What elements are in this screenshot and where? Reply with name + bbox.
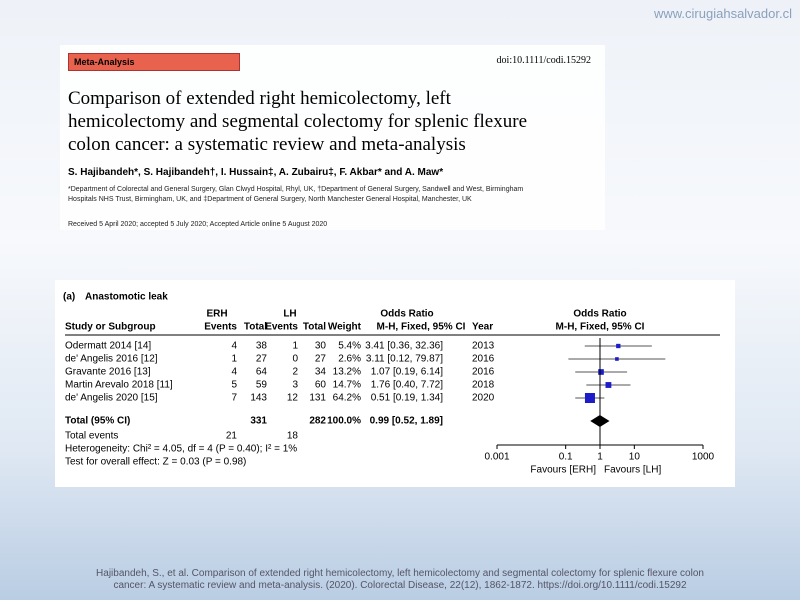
cell: de' Angelis 2020 [15] [65,393,158,404]
cell: 100.0% [327,416,361,427]
paper: Meta-Analysis doi:10.1111/codi.15292 Com… [60,45,605,230]
cell: Gravante 2016 [13] [65,367,151,378]
section-label: Meta-Analysis [68,53,240,71]
or-square [615,357,619,361]
cell: Total [244,322,267,333]
cell: 1.76 [0.40, 7.72] [371,380,444,391]
cell: Heterogeneity: Chi² = 4.05, df = 4 (P = … [65,444,297,455]
doi: doi:10.1111/codi.15292 [496,55,591,66]
cell: 0 [292,354,298,365]
cell: Events [204,322,237,333]
citation: Hajibandeh, S., et al. Comparison of ext… [0,568,800,592]
cell: 131 [309,393,326,404]
cell: Total [303,322,326,333]
cell: 0.51 [0.19, 1.34] [371,393,444,404]
cell: Study or Subgroup [65,322,156,333]
cell: Events [265,322,298,333]
cell: 59 [256,380,268,391]
cell: Odermatt 2014 [14] [65,341,151,352]
cell: Total (95% CI) [65,416,130,427]
or-square [584,392,595,404]
cell: Favours [ERH] [530,465,596,476]
title: Comparison of extended right hemicolecto… [68,87,527,156]
cell: 331 [250,416,267,427]
cell: 5.4% [338,341,361,352]
cell: 0.001 [484,452,509,463]
cell: 13.2% [333,367,361,378]
cell: Martin Arevalo 2018 [11] [65,380,173,391]
cell: 5 [231,380,237,391]
cell: 21 [226,431,238,442]
title-line: hemicolectomy and segmental colectomy fo… [68,111,527,132]
cell: Weight [328,322,362,333]
received: Received 5 April 2020; accepted 5 July 2… [68,221,328,228]
cell: Anastomotic leak [85,292,168,303]
cell: 38 [256,341,268,352]
cell: Test for overall effect: Z = 0.03 (P = 0… [65,457,246,468]
cell: 60 [315,380,327,391]
cell: 2013 [472,341,495,352]
cell: 0.99 [0.52, 1.89] [370,416,443,427]
cell: 2.6% [338,354,361,365]
cell: LH [283,309,296,320]
cell: 3 [292,380,298,391]
citation-line: cancer: A systematic review and meta-ana… [113,580,687,591]
cell: Odds Ratio [380,309,433,320]
cell: 0.1 [559,452,573,463]
or-square [616,343,621,349]
cell: Favours [LH] [604,465,661,476]
cell: 1.07 [0.19, 6.14] [371,367,444,378]
cell: 64 [256,367,268,378]
cell: 1 [231,354,237,365]
cell: Odds Ratio [573,309,626,320]
cell: ERH [206,309,227,320]
cell: 3.41 [0.36, 32.36] [365,341,443,352]
cell: de' Angelis 2016 [12] [65,354,158,365]
or-square [605,382,612,388]
affiliations: *Department of Colorectal and General Su… [68,185,523,205]
cell: 34 [315,367,327,378]
forest-plot: (a) Anastomotic leak ERH LH Odds Ratio Odds R… [55,280,735,487]
cell: 2 [292,367,298,378]
title-line: Comparison of extended right hemicolecto… [68,88,451,109]
cell: 14.7% [333,380,361,391]
watermark: www.cirugiahsalvador.cl [653,6,792,21]
cell: 27 [256,354,268,365]
cell: 18 [287,431,299,442]
affiliation: Hospitals NHS Trust, Birmingham, UK, and… [68,196,472,203]
cell: 282 [309,416,326,427]
cell: 143 [250,393,267,404]
cell: 1000 [692,452,715,463]
cell: 64.2% [333,393,361,404]
cell: Year [472,322,493,333]
affiliation: *Department of Colorectal and General Su… [68,186,524,193]
title-line: colon cancer: a systematic review and me… [68,134,466,155]
cell: 3.11 [0.12, 79.87] [366,354,443,365]
cell: 2018 [472,380,495,391]
cell: 2020 [472,393,495,404]
cell: 4 [231,367,237,378]
cell: (a) [63,292,75,303]
cell: 1 [597,452,603,463]
cell: M-H, Fixed, 95% CI [377,322,466,333]
authors: S. Hajibandeh*, S. Hajibandeh†, I. Hussa… [68,167,444,178]
cell: 27 [315,354,327,365]
cell: Total events [65,431,118,442]
cell: 4 [231,341,237,352]
citation-line: Hajibandeh, S., et al. Comparison of ext… [96,568,704,579]
cell: 7 [231,393,237,404]
forest-svg: (a) Anastomotic leak ERH LH Odds Ratio Odds R… [63,292,720,476]
cell: 10 [629,452,641,463]
cell: M-H, Fixed, 95% CI [556,322,645,333]
or-square [598,369,604,375]
cell: 2016 [472,354,495,365]
cell: 1 [292,341,298,352]
cell: 2016 [472,367,495,378]
cell: 30 [315,341,327,352]
cell: 12 [287,393,299,404]
